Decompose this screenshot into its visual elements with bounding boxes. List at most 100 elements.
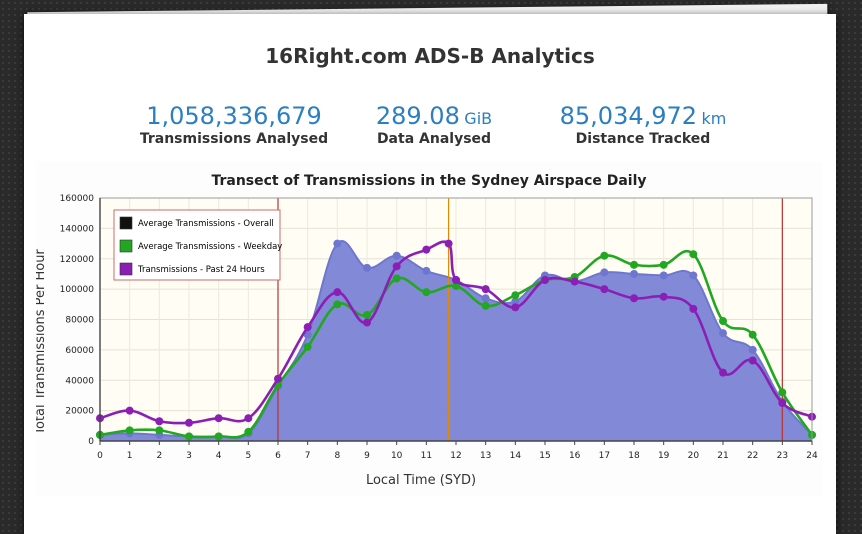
x-tick-label: 8 xyxy=(334,451,340,461)
y-axis-title: Total Transmissions Per Hour xyxy=(36,249,48,436)
series-weekday-point xyxy=(689,250,698,259)
series-past24-point xyxy=(185,418,193,427)
x-tick-label: 18 xyxy=(628,451,640,461)
stat-data: 289.08 GiB Data Analysed xyxy=(324,102,544,147)
stat-value: 85,034,972 xyxy=(559,102,698,130)
series-overall-point xyxy=(600,268,609,277)
series-overall-point xyxy=(392,251,401,260)
series-weekday-point xyxy=(719,317,727,326)
y-tick-label: 160000 xyxy=(60,194,95,204)
series-overall-point xyxy=(719,329,727,338)
legend-label: Average Transmissions - Overall xyxy=(138,219,274,229)
series-weekday-point xyxy=(303,342,312,351)
x-tick-label: 16 xyxy=(569,451,581,461)
series-overall-point xyxy=(689,271,698,280)
series-weekday-point xyxy=(659,260,668,269)
series-past24-point xyxy=(125,406,134,415)
series-past24-point xyxy=(244,414,253,423)
series-overall-point xyxy=(748,345,757,354)
series-weekday-point xyxy=(125,426,134,435)
x-tick-label: 10 xyxy=(391,451,403,461)
legend-swatch xyxy=(119,239,133,253)
series-past24-point xyxy=(630,294,638,303)
stat-transmissions: 1,058,336,679 Transmissions Analysed xyxy=(124,102,344,147)
series-past24-point xyxy=(481,285,490,294)
x-tick-label: 0 xyxy=(97,451,103,461)
chart-title: Transect of Transmissions in the Sydney … xyxy=(211,173,646,189)
x-tick-label: 17 xyxy=(599,451,610,461)
legend-label: Transmissions - Past 24 Hours xyxy=(137,265,265,275)
series-weekday-point xyxy=(511,291,520,300)
series-past24-point xyxy=(392,262,401,271)
series-past24-point xyxy=(452,276,460,285)
series-overall-point xyxy=(511,297,520,306)
y-tick-label: 100000 xyxy=(60,285,95,295)
x-tick-label: 5 xyxy=(245,451,251,461)
series-past24-point xyxy=(444,239,453,248)
series-weekday-point xyxy=(214,432,223,441)
series-weekday-point xyxy=(600,251,609,260)
series-past24-point xyxy=(274,374,282,383)
series-weekday-point xyxy=(155,426,164,435)
stat-unit: km xyxy=(701,109,727,128)
series-weekday-point xyxy=(481,301,490,310)
stat-unit: GiB xyxy=(464,109,493,128)
y-tick-label: 40000 xyxy=(65,376,94,386)
x-tick-label: 23 xyxy=(777,451,788,461)
x-tick-label: 2 xyxy=(156,451,162,461)
stat-label: Transmissions Analysed xyxy=(139,131,329,147)
series-past24-point xyxy=(689,304,698,313)
x-tick-label: 4 xyxy=(216,451,222,461)
x-tick-label: 12 xyxy=(450,451,461,461)
series-overall-point xyxy=(422,266,431,275)
series-past24-point xyxy=(511,303,520,312)
series-weekday-point xyxy=(422,288,431,297)
series-overall-point xyxy=(333,239,342,248)
series-overall-point xyxy=(630,269,638,278)
y-tick-label: 120000 xyxy=(60,255,95,265)
series-weekday-point xyxy=(244,427,253,436)
series-past24-point xyxy=(363,318,371,327)
x-tick-label: 13 xyxy=(480,451,491,461)
x-tick-label: 9 xyxy=(364,451,370,461)
series-weekday-point xyxy=(748,330,757,339)
series-past24-point xyxy=(659,292,668,301)
y-tick-label: 20000 xyxy=(65,407,94,417)
x-tick-label: 24 xyxy=(806,451,818,461)
x-tick-label: 11 xyxy=(421,451,432,461)
x-tick-label: 20 xyxy=(688,451,700,461)
stat-label: Data Analysed xyxy=(376,131,492,147)
y-tick-label: 0 xyxy=(88,437,94,447)
x-tick-label: 6 xyxy=(275,451,281,461)
series-overall-point xyxy=(303,330,312,339)
series-overall-point xyxy=(659,271,668,280)
x-tick-label: 22 xyxy=(747,451,758,461)
series-past24-point xyxy=(541,276,549,285)
x-tick-label: 21 xyxy=(717,451,728,461)
series-past24-point xyxy=(600,285,609,294)
series-weekday-point xyxy=(363,310,371,319)
x-tick-label: 3 xyxy=(186,451,192,461)
series-weekday-point xyxy=(333,300,342,309)
series-weekday-point xyxy=(185,432,193,441)
series-weekday-point xyxy=(452,282,460,291)
legend-swatch xyxy=(119,262,133,276)
series-overall-point xyxy=(363,263,371,272)
page-title: 16Right.com ADS-B Analytics xyxy=(265,44,595,68)
series-overall-point xyxy=(481,294,490,303)
y-tick-label: 60000 xyxy=(65,346,94,356)
legend-swatch xyxy=(119,216,133,230)
series-past24-point xyxy=(303,323,312,332)
series-past24-point xyxy=(214,414,223,423)
y-tick-label: 80000 xyxy=(65,316,94,326)
x-tick-label: 14 xyxy=(510,451,522,461)
series-past24-point xyxy=(333,288,342,297)
legend-label: Average Transmissions - Weekday xyxy=(138,242,282,252)
stat-value: 289.08 xyxy=(375,102,460,130)
series-past24-point xyxy=(719,368,727,377)
stat-label: Distance Tracked xyxy=(575,131,711,147)
stat-distance: 85,034,972 km Distance Tracked xyxy=(533,102,753,147)
transmissions-chart: Transect of Transmissions in the Sydney … xyxy=(36,173,818,488)
series-past24-point xyxy=(422,245,431,254)
y-tick-label: 140000 xyxy=(60,224,95,234)
